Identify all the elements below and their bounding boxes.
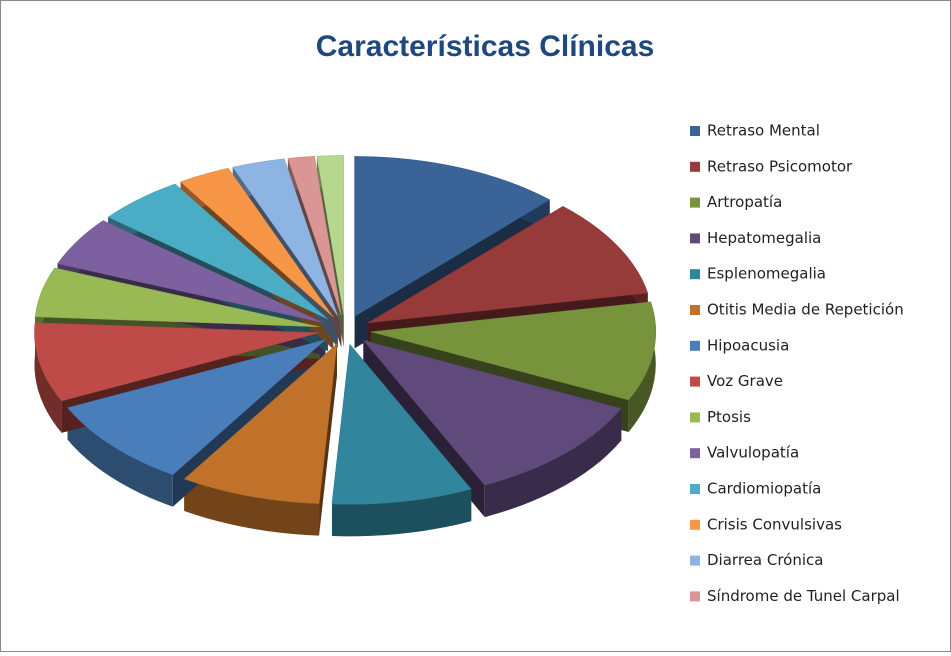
legend-swatch xyxy=(690,305,700,315)
pie-slice xyxy=(287,155,342,316)
legend-swatch xyxy=(690,126,700,136)
legend-swatch xyxy=(690,161,700,172)
legend-label: Cardiomiopatía xyxy=(707,480,821,498)
slice-side xyxy=(484,408,622,518)
legend-label: Síndrome de Tunel Carpal xyxy=(707,587,900,605)
legend-swatch xyxy=(690,448,700,459)
pie-slice xyxy=(362,339,622,486)
pie-slice xyxy=(57,220,323,323)
chart-title: Características Clínicas xyxy=(316,30,655,63)
slice-side xyxy=(184,478,320,536)
pie-slice xyxy=(232,158,338,317)
legend-label: Retraso Psicomotor xyxy=(707,157,853,175)
pie-slice xyxy=(331,343,472,505)
pie-slice xyxy=(179,167,334,318)
legend-swatch xyxy=(690,484,700,494)
slice-tops xyxy=(34,155,657,505)
pie-slice xyxy=(34,267,320,328)
legend-label: Diarrea Crónica xyxy=(707,551,823,569)
legend-label: Retraso Mental xyxy=(707,122,820,140)
legend-label: Otitis Media de Repetición xyxy=(707,301,904,319)
legend-swatch xyxy=(690,376,700,387)
legend-swatch xyxy=(690,555,700,566)
pie-slice xyxy=(370,301,657,401)
legend-label: Esplenomegalia xyxy=(707,265,826,283)
slice-side xyxy=(34,322,62,433)
legend-label: Ptosis xyxy=(707,408,751,426)
legend-swatch xyxy=(690,591,700,602)
legend-swatch xyxy=(690,233,700,244)
pie-slice xyxy=(183,343,338,504)
legend-label: Hipoacusia xyxy=(707,336,789,354)
pie-slice xyxy=(67,339,326,476)
legend-label: Voz Grave xyxy=(707,372,783,390)
pie-slice xyxy=(354,156,551,317)
pie-slice xyxy=(316,155,345,316)
legend-label: Hepatomegalia xyxy=(707,229,821,247)
legend-label: Artropatía xyxy=(707,193,782,211)
pie-slice xyxy=(107,183,328,320)
pie-slice xyxy=(367,206,649,324)
legend-label: Crisis Convulsivas xyxy=(707,515,842,533)
legend-swatch xyxy=(690,519,700,530)
legend-swatch xyxy=(690,269,700,280)
legend-swatch xyxy=(690,197,700,208)
slice-side xyxy=(67,407,173,507)
slice-wall xyxy=(319,343,337,536)
legend-swatch xyxy=(690,340,700,351)
slice-side xyxy=(628,301,656,432)
pie-slice xyxy=(34,322,320,402)
slice-side xyxy=(331,489,472,537)
legend-swatch xyxy=(690,412,700,423)
legend-label: Valvulopatía xyxy=(707,444,799,462)
